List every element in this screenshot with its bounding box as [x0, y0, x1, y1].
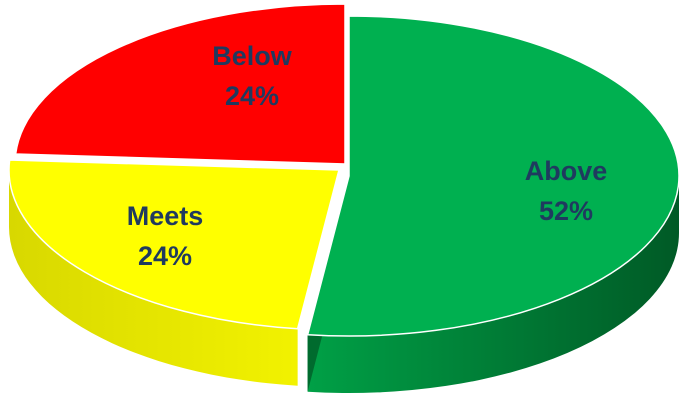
pie-slice-side-above [307, 176, 679, 393]
pie-label-meets-name: Meets [127, 201, 204, 231]
pie-label-above-value: 52% [539, 196, 593, 226]
pie-label-below-name: Below [212, 41, 293, 71]
pie-label-meets-value: 24% [138, 241, 192, 271]
pie-slice-meets [8, 159, 340, 330]
pie-slice-below [14, 3, 346, 165]
pie-slice-side-meets [9, 170, 298, 386]
pie-slice-above [306, 15, 680, 337]
pie-label-below-value: 24% [225, 81, 279, 111]
pie-label-above-name: Above [525, 156, 608, 186]
